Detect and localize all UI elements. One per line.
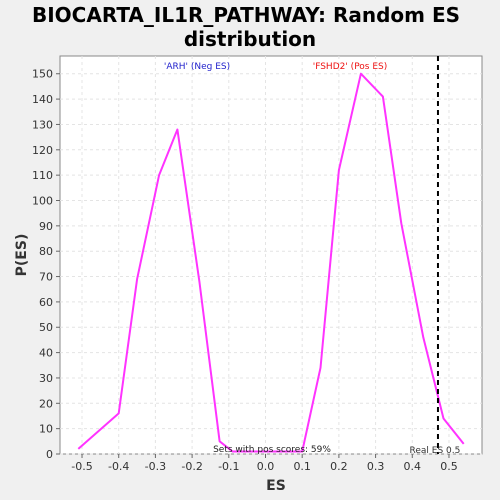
real-es-label: Real ES 0.5 [410, 446, 461, 456]
y-tick-label: 70 [39, 271, 53, 284]
series-layer [77, 72, 465, 453]
x-tick-label: 0.0 [257, 460, 275, 473]
y-tick-label: 150 [32, 68, 53, 81]
chart-title-line1: BIOCARTA_IL1R_PATHWAY: Random ES [32, 3, 460, 27]
x-tick-label: 0.2 [330, 460, 348, 473]
x-tick-label: -0.4 [108, 460, 129, 473]
y-tick-label: 60 [39, 296, 53, 309]
chart-title-line2: distribution [184, 27, 316, 51]
x-tick-label: -0.2 [181, 460, 202, 473]
x-tick-label: 0.4 [404, 460, 422, 473]
x-tick-label: -0.5 [71, 460, 92, 473]
x-axis-label: ES [266, 478, 286, 494]
x-tick-label: -0.1 [218, 460, 239, 473]
y-tick-label: 10 [39, 423, 53, 436]
y-tick-label: 130 [32, 118, 53, 131]
y-tick-label: 100 [32, 194, 53, 207]
y-axis-label: P(ES) [14, 234, 30, 277]
neg-es-label: 'ARH' (Neg ES) [164, 62, 230, 72]
x-tick-label: -0.3 [145, 460, 166, 473]
y-tick-label: 30 [39, 372, 53, 385]
grid-lines [60, 56, 482, 455]
y-tick-label: 50 [39, 321, 53, 334]
y-tick-label: 80 [39, 245, 53, 258]
y-tick-label: 90 [39, 220, 53, 233]
y-axis-ticks: 0 10 20 30 40 50 60 70 80 90 100 110 120 130 140 150 [32, 68, 60, 461]
x-axis-ticks: -0.5 -0.4 -0.3 -0.2 -0.1 0.0 0.1 0.2 0.3 0.4 0.5 [71, 454, 458, 473]
es-distribution-line [77, 72, 465, 453]
y-tick-label: 110 [32, 169, 53, 182]
x-tick-label: 0.1 [293, 460, 311, 473]
y-tick-label: 120 [32, 144, 53, 157]
x-tick-label: 0.3 [367, 460, 385, 473]
y-tick-label: 0 [46, 448, 53, 461]
y-tick-label: 20 [39, 397, 53, 410]
x-tick-label: 0.5 [440, 460, 458, 473]
sets-pos-scores-label: Sets with pos scores: 59% [213, 445, 331, 455]
y-tick-label: 40 [39, 347, 53, 360]
plot-area [59, 55, 483, 455]
pos-es-label: 'FSHD2' (Pos ES) [313, 62, 388, 72]
y-tick-label: 140 [32, 93, 53, 106]
